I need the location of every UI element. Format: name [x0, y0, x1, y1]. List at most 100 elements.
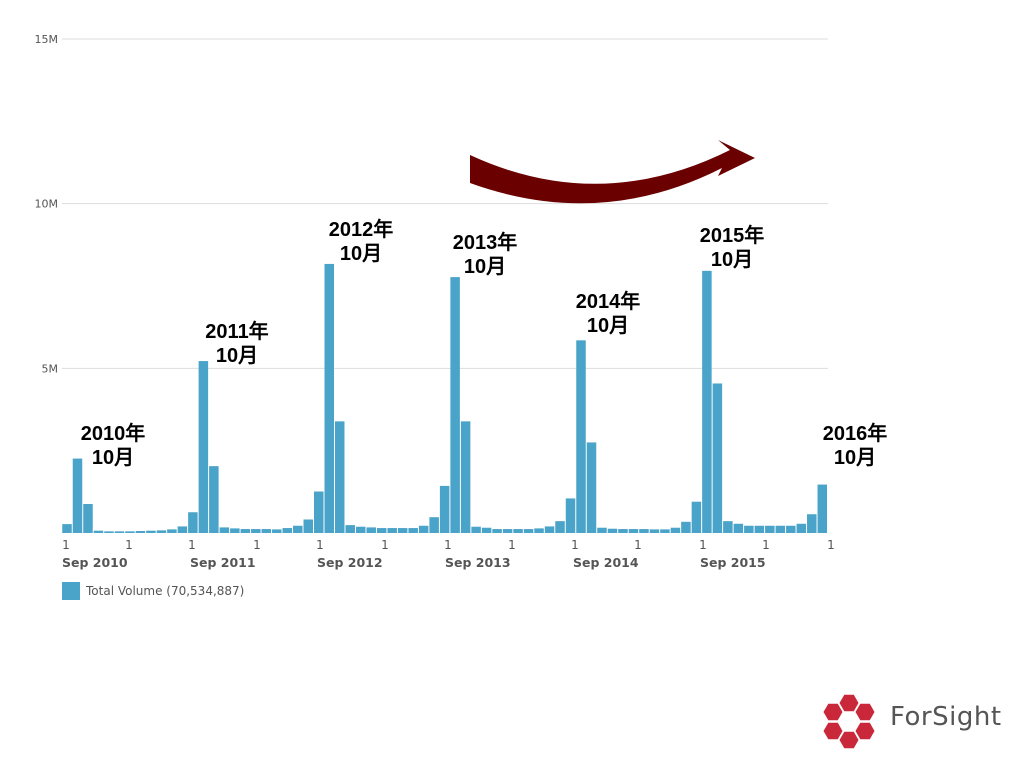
bar	[219, 527, 230, 533]
bar	[439, 485, 450, 533]
y-tick-label: 10M	[35, 198, 59, 211]
bar	[188, 512, 198, 533]
bar	[786, 525, 796, 533]
peak-annotation: 2012年 10月	[316, 218, 406, 266]
bar	[177, 526, 188, 533]
bar	[293, 525, 303, 533]
bar	[754, 525, 765, 533]
x-tick-label: 1	[381, 538, 389, 552]
bar	[156, 530, 167, 533]
bar	[345, 525, 355, 533]
x-tick-label: 1	[571, 538, 579, 552]
peak-annotation: 2015年 10月	[687, 224, 777, 272]
bar	[114, 531, 125, 533]
annotation-year: 2012年	[328, 219, 394, 241]
x-tick-label: 1	[762, 538, 770, 552]
bar	[744, 525, 754, 533]
bar	[765, 525, 775, 533]
bar	[796, 523, 807, 533]
x-tick-label: 1	[444, 538, 452, 552]
bar	[807, 514, 817, 533]
bar	[565, 498, 576, 533]
bar	[660, 529, 670, 533]
bar	[408, 528, 418, 533]
bar	[167, 529, 177, 533]
annotation-year: 2015年	[699, 225, 765, 247]
x-tick-label: 1	[62, 538, 70, 552]
x-year-label: Sep 2013	[445, 555, 511, 570]
annotation-month: 10月	[215, 345, 259, 367]
annotation-month: 10月	[586, 315, 630, 337]
bar	[334, 421, 345, 533]
bar	[534, 528, 544, 533]
bar	[303, 519, 314, 533]
bar	[471, 526, 481, 533]
x-year-label: Sep 2014	[573, 555, 639, 570]
bar	[670, 527, 681, 533]
annotation-month: 10月	[91, 447, 135, 469]
bar	[104, 531, 114, 533]
bar	[72, 458, 83, 533]
peak-annotation: 2010年 10月	[68, 422, 158, 470]
bar	[93, 530, 104, 533]
bar	[723, 521, 733, 533]
x-tick-label: 1	[699, 538, 707, 552]
bar	[125, 531, 135, 533]
bar	[733, 523, 744, 533]
bar	[429, 517, 439, 533]
x-tick-label: 1	[634, 538, 642, 552]
bar	[502, 529, 513, 533]
x-tick-label: 1	[316, 538, 324, 552]
bar	[366, 527, 376, 533]
bar	[481, 527, 492, 533]
annotation-year: 2014年	[575, 291, 641, 313]
bar	[817, 484, 828, 533]
bar	[355, 526, 366, 533]
bar	[324, 263, 334, 533]
annotation-month: 10月	[463, 256, 507, 278]
bar	[576, 340, 586, 533]
bar	[597, 527, 607, 533]
bar	[691, 501, 702, 533]
x-tick-label: 1	[188, 538, 196, 552]
annotation-year: 2016年	[822, 423, 888, 445]
bar	[314, 491, 324, 533]
bar	[272, 529, 282, 533]
bar	[523, 529, 534, 533]
annotation-month: 10月	[833, 447, 877, 469]
bar	[251, 529, 261, 533]
bar	[83, 504, 93, 533]
y-tick-label: 5M	[42, 362, 59, 375]
peak-annotation: 2016年 10月	[810, 422, 900, 470]
bar	[209, 466, 219, 533]
bar	[555, 521, 565, 533]
legend-label: Total Volume (70,534,887)	[86, 584, 245, 598]
bar	[618, 529, 628, 533]
bar	[649, 529, 660, 533]
bar	[397, 528, 408, 533]
bar	[544, 526, 555, 533]
bar	[513, 529, 523, 533]
bar	[198, 361, 209, 533]
legend: Total Volume (70,534,887)	[62, 582, 244, 600]
annotation-month: 10月	[710, 249, 754, 271]
bar	[376, 528, 387, 533]
bar	[230, 528, 240, 533]
bar	[775, 525, 786, 533]
bar	[628, 529, 639, 533]
bar	[460, 421, 471, 533]
x-tick-label: 1	[125, 538, 133, 552]
bar	[450, 277, 460, 533]
bar	[261, 529, 272, 533]
bar	[146, 530, 156, 533]
annotation-month: 10月	[339, 243, 383, 265]
peak-annotation: 2014年 10月	[563, 290, 653, 338]
peak-annotation: 2011年 10月	[192, 320, 282, 368]
x-year-label: Sep 2010	[62, 555, 128, 570]
bar	[702, 270, 712, 533]
bar	[418, 525, 429, 533]
bar	[62, 524, 72, 533]
legend-swatch	[62, 582, 80, 600]
bar	[492, 529, 502, 533]
bar	[240, 529, 251, 533]
